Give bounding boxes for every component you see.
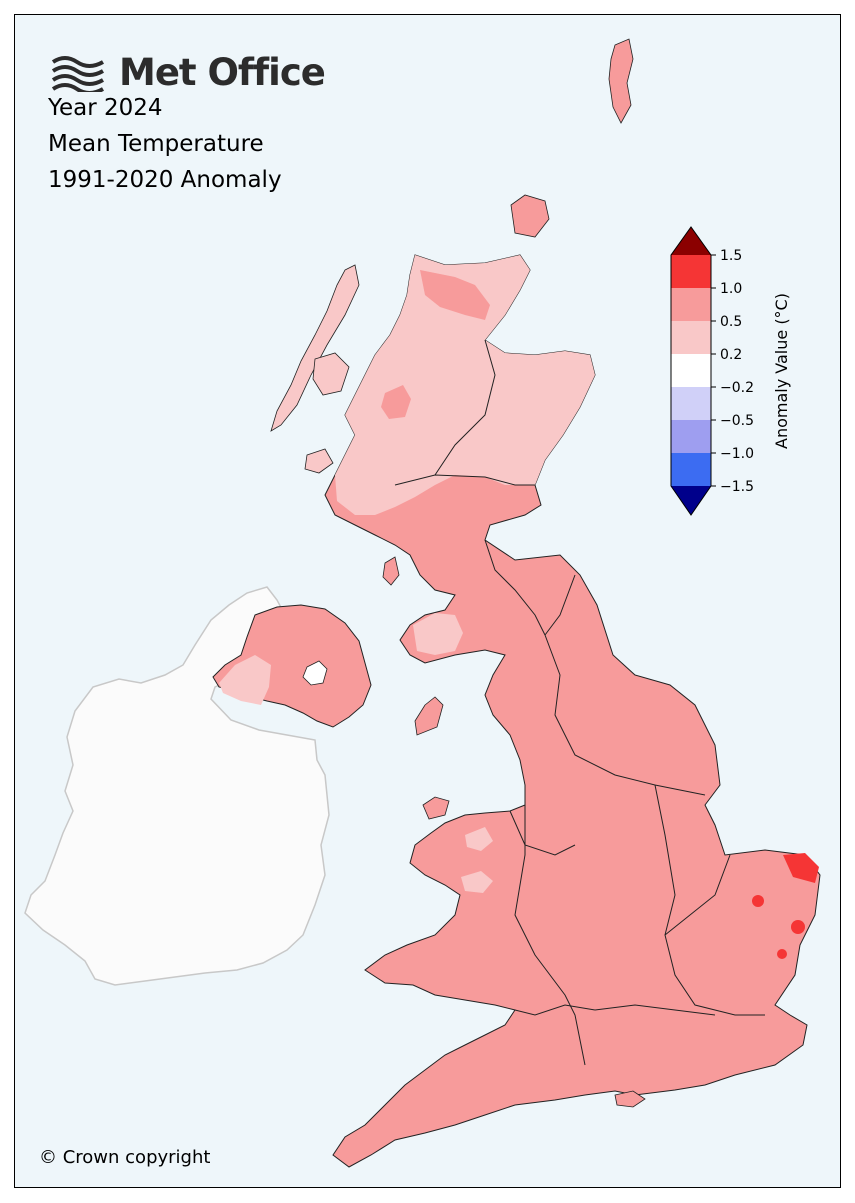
arran	[382, 556, 400, 586]
snowdonia-cooler-patch	[465, 827, 493, 851]
outer-hebrides	[270, 264, 360, 432]
great-britain-landmass	[324, 254, 821, 1168]
map-title-year: Year 2024	[48, 95, 163, 121]
anomaly-colorbar: 1.5 1.0 0.5 0.2 −0.2 −0.5 −1.0 −1.5 Anom…	[670, 226, 791, 516]
ireland-landmass	[24, 586, 330, 986]
east-anglia-warm-spot-2	[791, 920, 805, 934]
mid-wales-cooler-patch	[461, 871, 493, 893]
norfolk-warm-patch	[783, 853, 819, 883]
colorbar-axis-label: Anomaly Value (°C)	[772, 293, 791, 449]
north-scotland-warmer-patch	[420, 270, 490, 320]
colorbar-over-triangle	[671, 227, 711, 255]
colorbar-tick-label: 0.2	[720, 347, 742, 363]
colorbar-band-neg0-2-to-0-2	[671, 354, 711, 387]
west-scotland-warmer-patch	[381, 385, 411, 419]
colorbar-tick-label: 1.0	[720, 281, 742, 297]
northern-ireland-cooler-area	[219, 655, 271, 705]
scotland-cooler-area	[335, 255, 595, 515]
east-anglia-warm-spot-1	[752, 895, 764, 907]
colorbar-band-0-2-to-0-5	[671, 321, 711, 354]
colorbar-band-neg0-5-to-neg0-2	[671, 387, 711, 420]
map-frame: Met Office Year 2024 Mean Temperature 19…	[14, 14, 841, 1188]
met-office-wave-icon	[51, 55, 104, 92]
map-title-variable: Mean Temperature	[48, 131, 264, 157]
colorbar-band-1-0-to-1-5	[671, 255, 711, 288]
colorbar-under-triangle	[671, 486, 711, 515]
copyright-notice: © Crown copyright	[39, 1147, 211, 1168]
colorbar-tick-label: −0.2	[720, 380, 754, 396]
anglesey	[422, 796, 450, 820]
skye	[312, 352, 350, 396]
met-office-logo-text: Met Office	[119, 51, 326, 94]
map-title-baseline: 1991-2020 Anomaly	[48, 167, 282, 193]
colorbar-tick-marks	[711, 254, 716, 487]
region-boundaries	[394, 339, 765, 1066]
colorbar-tick-label: 0.5	[720, 314, 742, 330]
met-office-logo: Met Office	[51, 51, 326, 94]
east-anglia-warm-spot-3	[777, 949, 787, 959]
colorbar-tick-label: −0.5	[720, 413, 754, 429]
galloway-cooler-area	[413, 613, 463, 655]
shetland	[608, 38, 634, 124]
colorbar-tick-label: 1.5	[720, 248, 742, 264]
colorbar-band-neg1-0-to-neg0-5	[671, 420, 711, 453]
orkney	[510, 194, 550, 238]
isle-of-wight	[614, 1090, 646, 1108]
uk-anomaly-map	[24, 38, 821, 1168]
colorbar-tick-label: −1.5	[720, 479, 754, 495]
lough-neagh	[302, 660, 328, 686]
colorbar-tick-label: −1.0	[720, 446, 754, 462]
colorbar-band-neg1-5-to-neg1-0	[671, 453, 711, 486]
colorbar-band-0-5-to-1-0	[671, 288, 711, 321]
isle-of-man	[414, 696, 444, 736]
mull	[304, 448, 334, 474]
